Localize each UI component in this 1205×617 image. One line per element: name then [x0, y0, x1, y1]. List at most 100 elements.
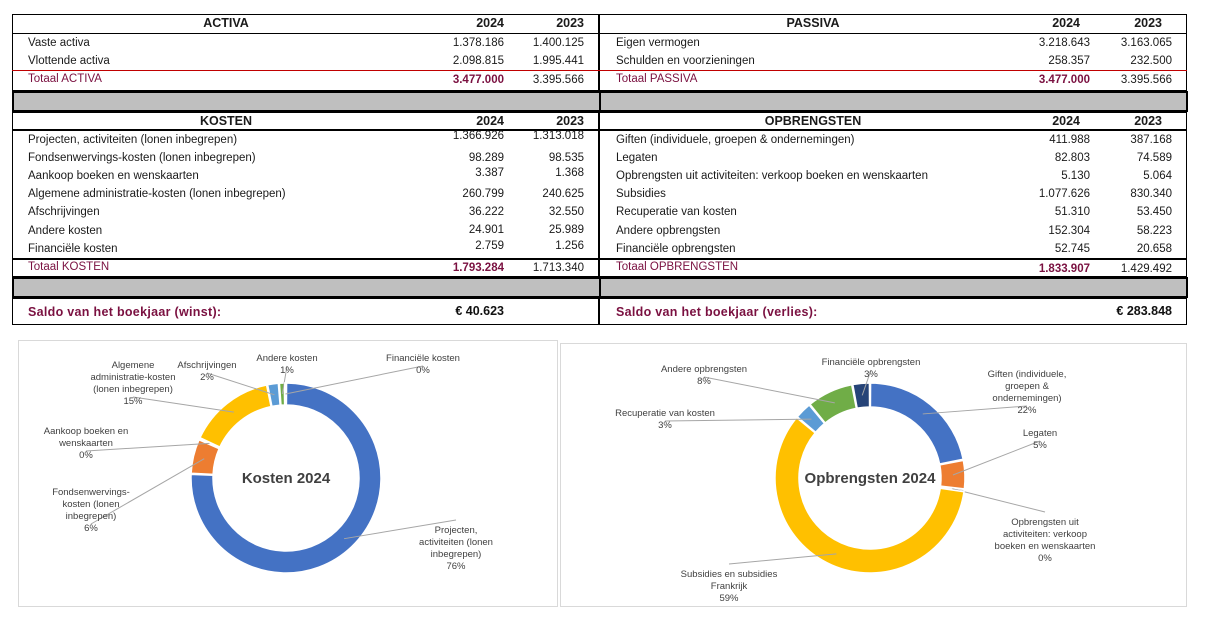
saldo-winst-box — [12, 298, 599, 325]
leader-line — [90, 458, 205, 525]
separator-bar-right-2 — [599, 277, 1188, 298]
opbrengsten-row-value: 387.168 — [1130, 134, 1172, 146]
opbrengsten-row-value: 152.304 — [1048, 225, 1090, 237]
opbrengsten-row-label: Subsidies — [616, 188, 666, 200]
kosten-row-label: Fondsenwervings-kosten (lonen inbegrepen… — [28, 152, 256, 164]
chart-title: Kosten 2024 — [242, 470, 331, 487]
leader-line — [922, 405, 1028, 415]
opbrengsten-row-label: Giften (individuele, groepen & ondernemi… — [616, 134, 855, 146]
activa-total-value-prev: 3.395.566 — [532, 74, 584, 86]
opbrengsten-row-label: Financiële opbrengsten — [616, 243, 736, 255]
kosten-row-label: Financiële kosten — [28, 243, 118, 255]
opbrengsten-donut-chart: Giften (individuele, groepen & onderneming… — [615, 357, 1096, 604]
passiva-row-value: 3.218.643 — [1038, 37, 1090, 49]
slice-label: Legaten 5% — [1023, 428, 1057, 451]
opbrengsten-row-value: 74.589 — [1136, 152, 1172, 164]
slice-label: Recuperatie van kosten 3% — [615, 408, 715, 431]
activa-table — [12, 14, 599, 91]
leader-line — [664, 418, 812, 422]
opbrengsten-row-value: 5.064 — [1143, 170, 1172, 182]
kosten-row-value: 32.550 — [548, 206, 584, 218]
saldo-winst-label: Saldo van het boekjaar (winst): — [28, 305, 222, 319]
activa-row-label: Vaste activa — [28, 37, 90, 49]
leader-line — [285, 365, 424, 395]
opbrengsten-year-2024: 2024 — [1052, 114, 1080, 128]
passiva-title: PASSIVA — [786, 16, 840, 30]
opbrengsten-row-value: 51.310 — [1054, 206, 1090, 218]
donut-slice — [796, 403, 826, 434]
opbrengsten-total-label: Totaal OPBRENGSTEN — [616, 261, 739, 273]
kosten-row-value: 2.759 — [475, 240, 504, 252]
passiva-row-label: Schulden en voorzieningen — [616, 55, 755, 67]
activa-total-value: 3.477.000 — [452, 74, 504, 86]
kosten-header-line — [12, 129, 599, 131]
donut-slice — [774, 416, 965, 574]
slice-label: Fondsenwervings-kosten (lonen inbegrepen)… — [52, 487, 130, 534]
leader-line — [952, 440, 1041, 476]
opbrengsten-row-value: 53.450 — [1136, 206, 1172, 218]
leader-line — [132, 396, 234, 413]
passiva-total-line — [599, 70, 1187, 71]
opbrengsten-row-value: 5.130 — [1061, 170, 1090, 182]
separator-bar-right — [599, 91, 1188, 112]
opbrengsten-row-label: Opbrengsten uit activiteiten: verkoop bo… — [616, 170, 928, 182]
kosten-row-label: Andere kosten — [28, 225, 103, 237]
kosten-chart-box: Projecten, activiteiten (lonen inbegrepen)… — [18, 340, 558, 607]
opbrengsten-row-label: Andere opbrengsten — [616, 225, 721, 237]
activa-total-label: Totaal ACTIVA — [28, 73, 102, 85]
slice-label: Afschrijvingen 2% — [177, 360, 236, 383]
kosten-row-label: Aankoop boeken en wenskaarten — [28, 170, 199, 182]
kosten-row-value: 1.368 — [555, 167, 584, 179]
opbrengsten-row-value: 1.077.626 — [1038, 188, 1090, 200]
kosten-row-value: 98.289 — [468, 152, 504, 164]
opbrengsten-row-value: 58.223 — [1136, 225, 1172, 237]
passiva-total-value: 3.477.000 — [1038, 74, 1090, 86]
opbrengsten-row-value: 20.658 — [1136, 243, 1172, 255]
slice-label: Opbrengsten uit activiteiten: verkoop boek… — [995, 517, 1096, 564]
leader-line — [952, 488, 1046, 513]
passiva-year-2023: 2023 — [1134, 16, 1162, 30]
saldo-verlies-label: Saldo van het boekjaar (verlies): — [616, 305, 818, 319]
kosten-row-value: 1.313.018 — [532, 130, 584, 142]
leader-line — [85, 442, 210, 452]
kosten-row-value: 25.989 — [548, 224, 584, 236]
passiva-total-label: Totaal PASSIVA — [616, 73, 698, 85]
opbrengsten-row-label: Recuperatie van kosten — [616, 206, 737, 218]
donut-slice — [869, 382, 965, 465]
kosten-row-value: 1.256 — [555, 240, 584, 252]
activa-title: ACTIVA — [203, 16, 249, 30]
separator-bar-left-2 — [12, 277, 601, 298]
leader-line — [343, 519, 457, 540]
kosten-row-value: 1.366.926 — [452, 130, 504, 142]
slice-label: Giften (individuele, groepen & onderneming… — [988, 369, 1067, 416]
opbrengsten-row-value: 411.988 — [1049, 134, 1090, 146]
passiva-row-value: 258.357 — [1048, 55, 1090, 67]
donut-slice — [198, 384, 272, 449]
saldo-verlies-box — [599, 298, 1187, 325]
kosten-row-label: Projecten, activiteiten (lonen inbegrepe… — [28, 134, 238, 146]
slice-label: Andere kosten 1% — [256, 353, 317, 376]
activa-row-value: 1.378.186 — [452, 37, 504, 49]
slice-label: Andere opbrengsten 8% — [661, 364, 747, 387]
kosten-row-value: 3.387 — [475, 167, 504, 179]
activa-row-label: Vlottende activa — [28, 55, 110, 67]
opbrengsten-total-line — [599, 258, 1187, 260]
opbrengsten-row-value: 52.745 — [1054, 243, 1090, 255]
activa-year-2024: 2024 — [476, 16, 504, 30]
donut-slice — [938, 459, 966, 490]
leader-line — [703, 376, 835, 404]
kosten-title: KOSTEN — [199, 114, 253, 128]
kosten-row-value: 260.799 — [462, 188, 504, 200]
passiva-header-line — [599, 33, 1187, 34]
saldo-winst-value: € 40.623 — [455, 304, 504, 318]
donut-slice — [851, 382, 871, 410]
leader-line — [728, 553, 837, 565]
separator-bar-left — [12, 91, 601, 112]
kosten-row-value: 36.222 — [468, 206, 504, 218]
opbrengsten-total-value: 1.833.907 — [1038, 263, 1090, 275]
passiva-table — [599, 14, 1187, 91]
leader-line — [281, 365, 288, 395]
kosten-row-value: 24.901 — [468, 224, 504, 236]
kosten-year-2023: 2023 — [556, 114, 584, 128]
activa-year-2023: 2023 — [556, 16, 584, 30]
